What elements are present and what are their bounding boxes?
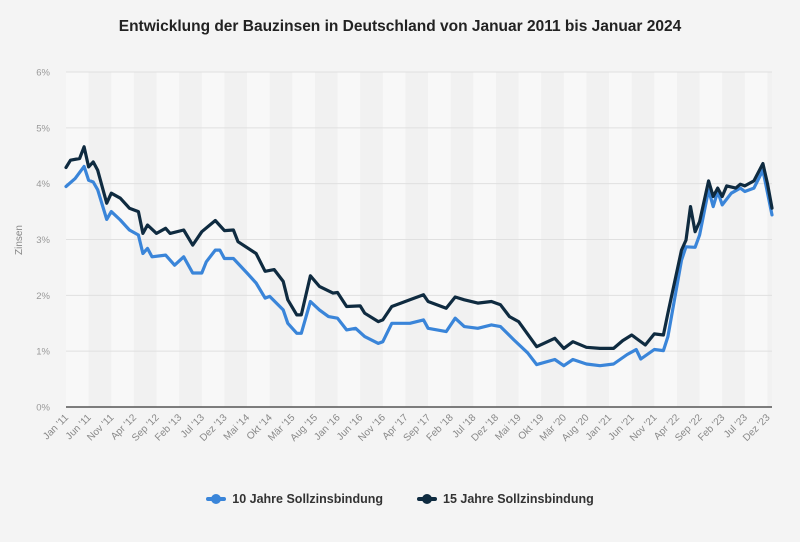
series-10-jahre <box>64 164 774 368</box>
legend-item-15-jahre[interactable]: 15 Jahre Sollzinsbindung <box>417 492 594 506</box>
y-tick-label: 2% <box>36 291 50 302</box>
y-tick-label: 0% <box>36 403 50 414</box>
y-tick-label: 5% <box>36 123 50 134</box>
y-tick-label: 6% <box>36 68 50 79</box>
legend-label: 10 Jahre Sollzinsbindung <box>232 492 383 506</box>
legend-marker-icon <box>206 494 227 504</box>
y-axis-ticks: 0% 1% 2% 3% 4% 5% 6% <box>36 68 50 414</box>
y-tick-label: 4% <box>36 179 50 190</box>
chart-title: Entwicklung der Bauzinsen in Deutschland… <box>118 18 682 35</box>
y-tick-label: 1% <box>36 347 50 358</box>
series-15-jahre <box>64 145 774 350</box>
y-tick-label: 3% <box>36 235 50 246</box>
legend: 10 Jahre Sollzinsbindung 15 Jahre Sollzi… <box>0 492 800 506</box>
series-lines <box>64 145 774 368</box>
legend-item-10-jahre[interactable]: 10 Jahre Sollzinsbindung <box>206 492 383 506</box>
y-axis-label: Zinsen <box>14 225 25 255</box>
legend-label: 15 Jahre Sollzinsbindung <box>443 492 594 506</box>
legend-marker-icon <box>417 494 437 504</box>
